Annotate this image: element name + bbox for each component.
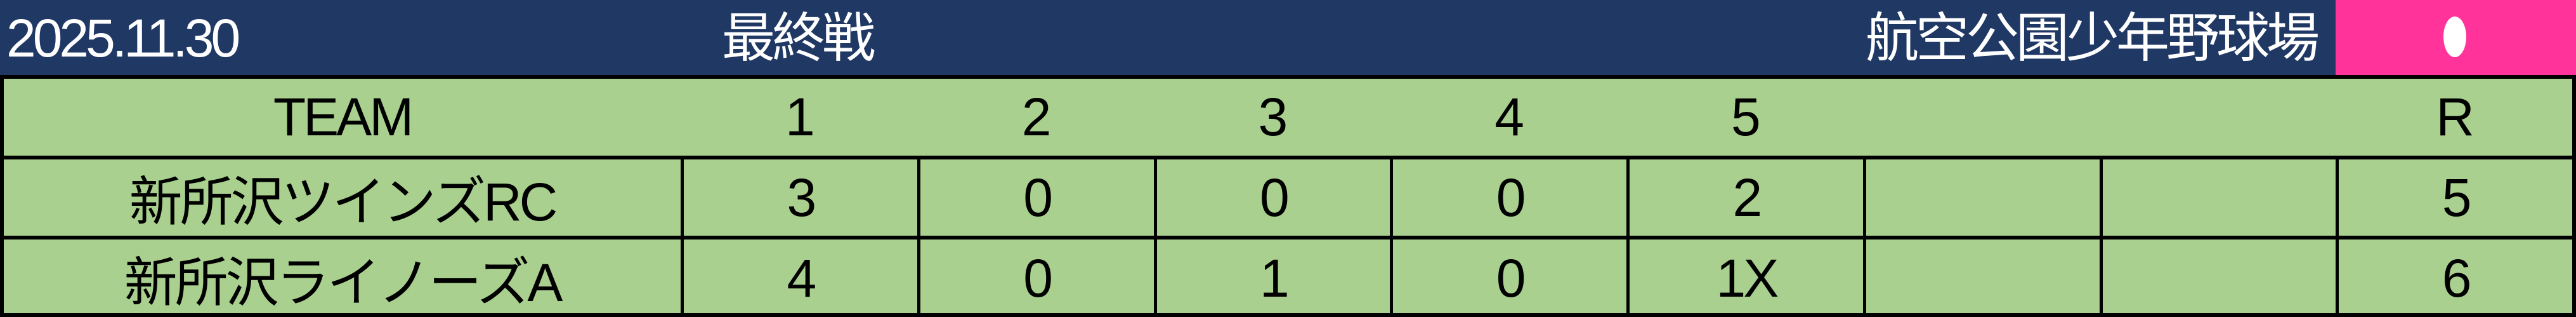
inning-score: 0 xyxy=(1390,159,1626,236)
inning-score: 4 xyxy=(681,239,917,317)
white-dot-icon xyxy=(2443,17,2466,57)
inning-header: 2 xyxy=(1021,87,1052,147)
inning-score: 2 xyxy=(1626,159,1863,236)
team-name: 新所沢ツインズRC xyxy=(129,172,558,232)
scoreboard: TEAM 1 2 3 4 5 R 新所沢ツインズRC 3 0 0 0 2 5 新… xyxy=(0,75,2576,317)
team-row: 新所沢ライノーズA 4 0 1 0 1X 6 xyxy=(4,236,2572,317)
inning-score: 3 xyxy=(681,159,917,236)
team-name: 新所沢ライノーズA xyxy=(124,252,563,313)
inning-header xyxy=(1863,79,2100,156)
inning-score xyxy=(1862,239,2100,317)
status-indicator xyxy=(2336,0,2576,75)
team-column-header: TEAM xyxy=(273,87,414,147)
inning-score: 0 xyxy=(917,239,1154,317)
team-row: 新所沢ツインズRC 3 0 0 0 2 5 xyxy=(4,156,2572,236)
inning-score xyxy=(2099,239,2336,317)
inning-score: 0 xyxy=(917,159,1154,236)
runs-column-header: R xyxy=(2436,87,2475,147)
inning-score xyxy=(1862,159,2100,236)
game-round: 最終戦 xyxy=(722,8,875,68)
game-date: 2025.11.30 xyxy=(6,8,240,68)
inning-header: 5 xyxy=(1731,87,1761,147)
inning-score xyxy=(2099,159,2336,236)
inning-score: 1X xyxy=(1626,239,1863,317)
inning-header: 3 xyxy=(1258,87,1288,147)
inning-score: 0 xyxy=(1390,239,1626,317)
inning-header: 4 xyxy=(1494,87,1524,147)
inning-score: 0 xyxy=(1153,159,1390,236)
inning-header xyxy=(2100,79,2336,156)
inning-header: 1 xyxy=(785,87,815,147)
venue-name: 航空公園少年野球場 xyxy=(1865,8,2320,68)
inning-score: 1 xyxy=(1153,239,1390,317)
total-runs: 5 xyxy=(2336,159,2572,236)
total-runs: 6 xyxy=(2336,239,2572,317)
game-header: 2025.11.30 最終戦 航空公園少年野球場 xyxy=(0,0,2336,75)
scoreboard-header-row: TEAM 1 2 3 4 5 R xyxy=(4,79,2572,156)
